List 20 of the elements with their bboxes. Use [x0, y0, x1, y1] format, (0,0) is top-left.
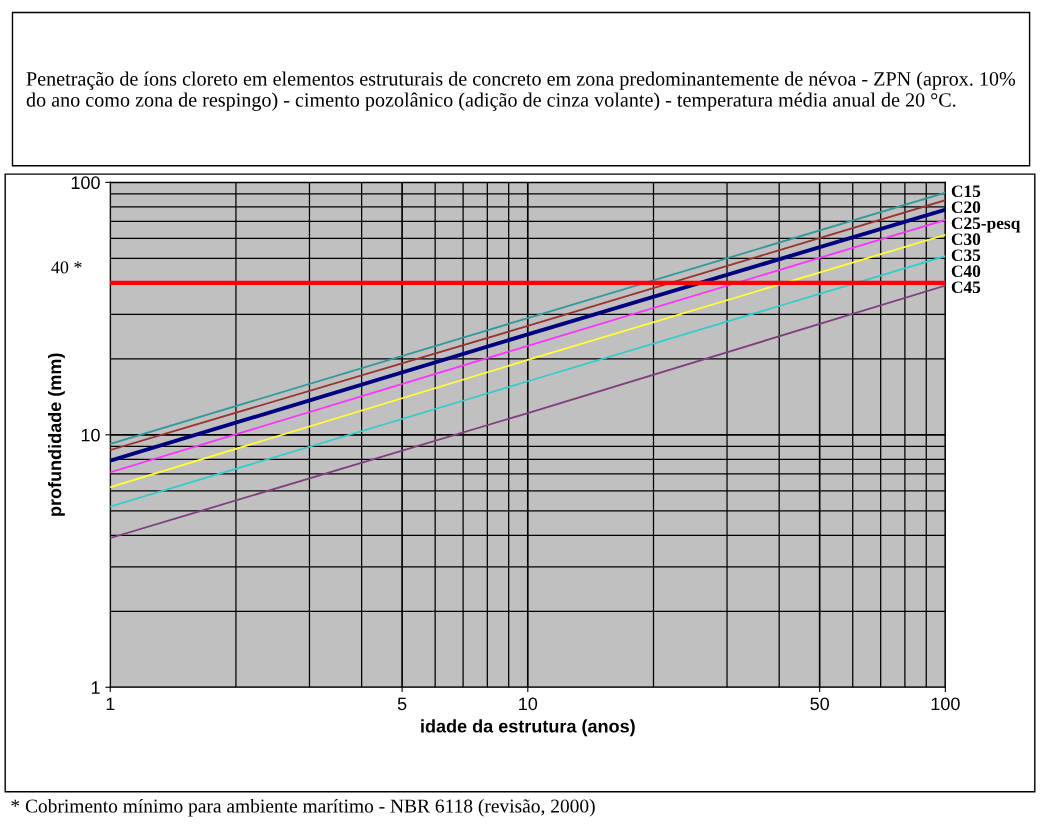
x-axis-title: idade da estrutura (anos) [421, 719, 635, 737]
chart-title: Penetração de íons cloreto em elementos estruturais de concreto em zona predominantemente de névoa - ZPN (aprox. 10% do ano como zona de respingo) - cimento pozolânico (adição de cinza volante) - temperatura média anual de 20 °C. [26, 71, 1016, 111]
series-label: C45 [951, 281, 981, 294]
y-tick-label: 100 [71, 176, 100, 190]
series-label: C15 [951, 185, 981, 198]
series-label: C20 [951, 201, 981, 214]
y-axis-title: profundidade (mm) [48, 353, 65, 516]
y-tick-label: 1 [91, 681, 100, 694]
x-tick-label: 5 [397, 697, 407, 711]
series-label: C25-pesq [951, 217, 1021, 233]
series-label: C30 [951, 233, 981, 246]
ref-line-label: 40 * [51, 261, 82, 274]
x-tick-label: 50 [810, 697, 829, 711]
x-tick-label: 100 [931, 697, 960, 711]
series-label: C35 [951, 249, 981, 262]
series-label: C40 [951, 265, 981, 278]
x-tick-label: 1 [106, 697, 115, 711]
text: * Cobrimento mínimo para ambiente marítimo - NBR 6118 (revisão, 2000) [11, 798, 595, 817]
x-tick-label: 10 [519, 697, 538, 711]
y-tick-label: 10 [81, 428, 100, 442]
